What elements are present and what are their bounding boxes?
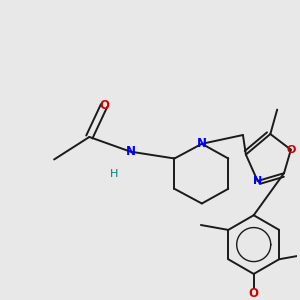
Text: O: O: [286, 145, 296, 155]
Text: N: N: [125, 145, 135, 158]
Text: H: H: [110, 169, 118, 179]
Text: O: O: [249, 287, 259, 300]
Text: O: O: [99, 99, 109, 112]
Text: N: N: [197, 137, 207, 150]
Text: N: N: [253, 176, 262, 186]
